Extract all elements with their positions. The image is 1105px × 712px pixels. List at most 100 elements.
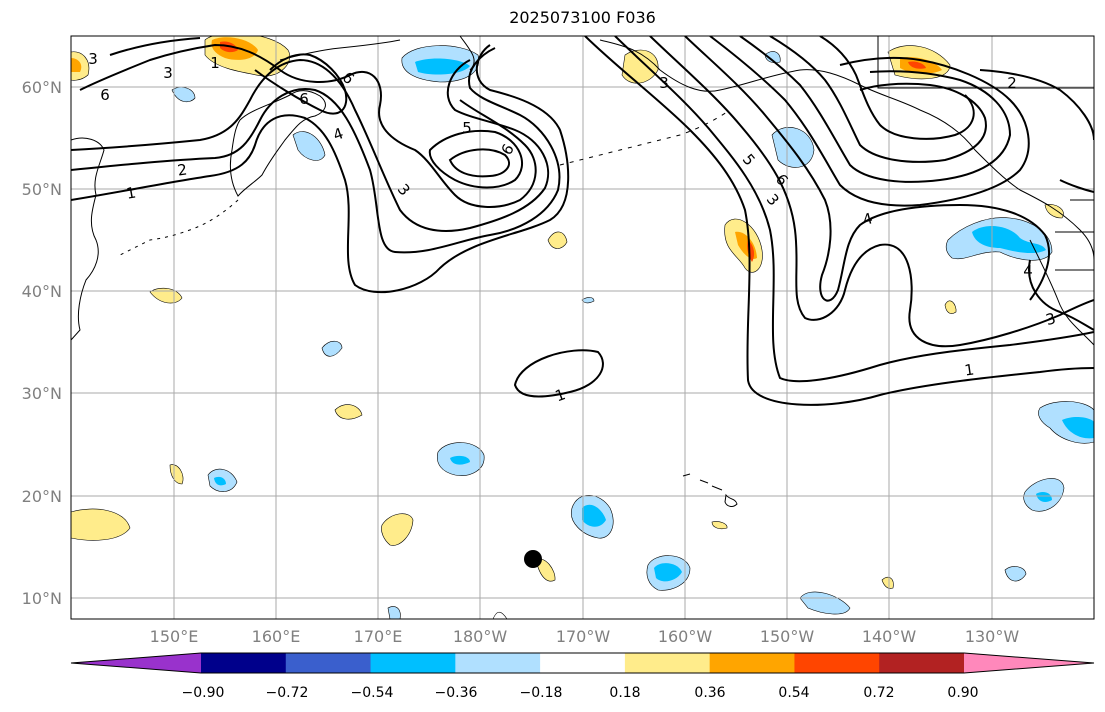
contour-label: 3	[1044, 309, 1058, 329]
contour-label: 1	[963, 360, 975, 379]
positive-anomaly	[944, 300, 957, 314]
negative-anomaly	[654, 563, 682, 582]
negative-anomaly	[764, 51, 781, 64]
map-plot-area: 1 2 3 4 5 6 6 6 1 6 3 3 1 1 3 4 4 5 6 3 …	[71, 36, 1094, 619]
contour-label: 4	[331, 124, 346, 144]
negative-anomaly	[1036, 492, 1052, 502]
colorbar-tick-label: −0.90	[182, 685, 225, 701]
positive-anomaly	[169, 464, 184, 485]
contour-label: 3	[163, 64, 173, 82]
contour-line	[739, 36, 1012, 183]
contour-line	[819, 36, 975, 140]
plot-frame	[70, 35, 1095, 620]
lon-label: 150°W	[760, 627, 815, 646]
lon-label: 140°W	[862, 627, 917, 646]
negative-anomaly	[799, 591, 851, 615]
positive-anomaly	[621, 49, 659, 84]
contour-line	[709, 36, 1030, 207]
positive-anomaly	[711, 521, 728, 530]
negative-anomaly	[972, 226, 1046, 254]
longitude-labels: 150°E 160°E 170°E 180°W 170°W 160°W 150°…	[150, 627, 1020, 646]
lat-label: 50°N	[22, 180, 62, 199]
negative-anomaly	[214, 476, 226, 486]
state-border	[877, 36, 1094, 271]
positive-anomaly	[71, 508, 131, 541]
lon-label: 170°E	[354, 627, 403, 646]
contour-label: 3	[88, 50, 98, 68]
colorbar-tick-label: −0.36	[435, 685, 478, 701]
colorbar-tick-label: 0.54	[778, 685, 809, 701]
contour-line	[979, 69, 1094, 193]
positive-anomaly	[547, 231, 568, 249]
colorbar-segment	[370, 653, 456, 673]
contour-label: 1	[210, 54, 220, 72]
contour-line	[769, 36, 987, 163]
contour-label: 3	[763, 190, 783, 209]
contour-label: 4	[861, 209, 875, 229]
alaska-coast	[599, 39, 1094, 261]
negative-anomaly	[292, 131, 326, 161]
lon-label: 180°W	[453, 627, 508, 646]
contour-label: 4	[1023, 262, 1033, 280]
negative-anomaly	[171, 86, 196, 103]
negative-anomaly	[450, 455, 470, 465]
contour-line	[649, 36, 1094, 348]
lon-label: 150°E	[150, 627, 199, 646]
colorbar-segment	[455, 653, 541, 673]
contour-line	[584, 36, 1094, 406]
lat-label: 60°N	[22, 78, 62, 97]
lon-label: 160°W	[658, 627, 713, 646]
contour-lines	[71, 36, 1094, 406]
negative-anomaly	[771, 127, 815, 168]
contour-line	[684, 36, 1050, 302]
colorbar-tick-label: 0.18	[609, 685, 640, 701]
colorbar-segment	[879, 653, 965, 673]
contour-label: 5	[462, 119, 472, 137]
contour-label: 3	[659, 74, 669, 92]
lat-label: 20°N	[22, 487, 62, 506]
positive-anomaly	[381, 513, 414, 546]
positive-anomaly	[334, 404, 363, 420]
positive-anomaly	[881, 576, 894, 589]
contour-line	[109, 37, 524, 189]
contour-label: 1	[553, 385, 568, 405]
negative-anomaly	[321, 340, 343, 357]
positive-anomaly	[149, 287, 183, 304]
kuril-islands	[119, 199, 239, 256]
coastlines	[71, 36, 1094, 507]
positive-anomaly	[1044, 204, 1064, 219]
colorbar-tick-label: −0.72	[266, 685, 309, 701]
colorbar-segment	[540, 653, 626, 673]
anomaly-shading	[71, 36, 1094, 619]
lat-label: 40°N	[22, 282, 62, 301]
hawaii-islands	[682, 473, 738, 507]
latitude-labels: 60°N 50°N 40°N 30°N 20°N 10°N	[22, 78, 62, 608]
negative-anomaly	[1062, 416, 1094, 439]
negative-anomaly	[1004, 566, 1027, 582]
contour-line	[71, 58, 550, 232]
contour-line	[448, 148, 510, 178]
lat-label: 10°N	[22, 589, 62, 608]
colorbar-tick-label: 0.72	[863, 685, 894, 701]
colorbar-extend-low	[71, 653, 201, 673]
contour-line	[614, 36, 1094, 383]
colorbar-outline	[70, 652, 1095, 674]
contour-label: 3	[394, 180, 414, 199]
colorbar-segment	[709, 653, 795, 673]
negative-anomaly	[582, 504, 606, 527]
contour-line	[1028, 259, 1094, 331]
contour-label: 2	[176, 160, 188, 179]
colorbar-tick-labels: −0.90 −0.72 −0.54 −0.36 −0.18 0.18 0.36 …	[182, 685, 979, 701]
contour-line	[513, 349, 604, 398]
colorbar-extend-high	[964, 653, 1094, 673]
negative-anomaly	[387, 606, 401, 619]
colorbar-segment	[285, 653, 372, 673]
lon-label: 170°W	[556, 627, 611, 646]
negative-anomaly	[492, 611, 508, 619]
contour-label: 6	[299, 90, 309, 108]
contour-labels: 1 2 3 4 5 6 6 6 1 6 3 3 1 1 3 4 4 5 6 3 …	[88, 50, 1057, 405]
aleutian-islands	[559, 109, 731, 166]
colorbar-tick-label: −0.18	[520, 685, 563, 701]
contour-line	[71, 44, 570, 294]
